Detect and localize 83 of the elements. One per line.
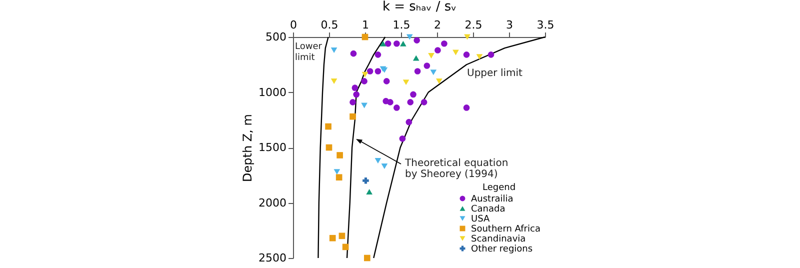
y-tick-label: 1500 xyxy=(258,141,286,154)
point xyxy=(424,62,430,69)
point xyxy=(414,68,421,74)
point xyxy=(463,52,470,58)
point xyxy=(476,54,483,60)
point xyxy=(336,152,343,158)
point xyxy=(350,113,356,120)
point xyxy=(366,188,372,194)
y-tick-label: 2500 xyxy=(258,252,286,264)
x-tick-label: 1 xyxy=(362,18,369,32)
point xyxy=(362,72,368,78)
line-series xyxy=(373,36,546,259)
point xyxy=(381,164,388,170)
point xyxy=(330,78,338,84)
point xyxy=(352,84,358,91)
point xyxy=(374,68,382,74)
annotation: Theoretical equation by Sheorey (1994) xyxy=(404,158,508,180)
x-tick-label: 2.5 xyxy=(464,18,482,32)
y-axis-title: Depth Z, m xyxy=(240,114,255,182)
point xyxy=(406,34,413,40)
x-tick-label: 3 xyxy=(506,18,513,32)
x-tick-label: 1.5 xyxy=(392,18,410,32)
point xyxy=(407,99,414,106)
point xyxy=(452,50,459,56)
point xyxy=(362,34,368,40)
y-tick-label: 500 xyxy=(266,30,286,44)
point xyxy=(387,99,394,106)
point xyxy=(394,40,400,47)
x-tick-label: 2 xyxy=(434,18,441,32)
point xyxy=(402,80,410,86)
point xyxy=(350,50,357,57)
point xyxy=(463,104,470,111)
point xyxy=(334,169,340,175)
x-tick-label: 0 xyxy=(290,18,297,32)
point xyxy=(329,234,336,242)
point xyxy=(364,254,370,262)
point xyxy=(394,104,400,111)
legend-label: Scandinavia xyxy=(471,234,526,244)
point xyxy=(350,99,356,106)
point xyxy=(420,99,428,106)
point xyxy=(436,78,442,84)
y-tick-label: 2000 xyxy=(258,196,286,210)
point xyxy=(330,48,338,53)
point xyxy=(428,53,434,59)
point xyxy=(464,34,470,40)
legend-label: Southern Africa xyxy=(471,224,540,234)
point xyxy=(336,174,342,180)
legend-title: Legend xyxy=(482,183,516,193)
legend-label: Canada xyxy=(471,204,506,214)
point xyxy=(488,52,494,58)
y-tick-label: 1000 xyxy=(258,86,286,99)
point xyxy=(406,118,412,126)
point xyxy=(410,91,416,98)
x-axis-title: k = sₕₐᵥ / sᵥ xyxy=(382,0,457,14)
annotation: Upper limit xyxy=(467,68,523,79)
point xyxy=(380,40,386,46)
point xyxy=(434,47,441,54)
legend-label: USA xyxy=(471,214,490,224)
point xyxy=(430,70,437,76)
point xyxy=(326,144,332,151)
x-tick-label: 0.5 xyxy=(320,18,338,32)
x-tick-label: 3.5 xyxy=(536,18,554,32)
point xyxy=(383,78,390,84)
point xyxy=(361,102,368,108)
point xyxy=(374,52,382,58)
point xyxy=(374,158,382,164)
legend-label: Austrailia xyxy=(471,194,514,204)
point xyxy=(361,78,368,84)
point xyxy=(384,40,392,47)
point xyxy=(412,55,420,61)
point xyxy=(441,40,448,47)
point xyxy=(366,68,374,74)
point xyxy=(399,136,406,142)
legend-label: Other regions xyxy=(471,244,533,254)
line-series xyxy=(346,36,386,259)
point xyxy=(353,91,360,98)
point xyxy=(400,40,406,46)
annotation: Lower limit xyxy=(295,42,322,63)
point xyxy=(362,177,369,184)
point xyxy=(342,244,349,250)
point xyxy=(338,232,346,240)
point xyxy=(325,123,332,130)
point xyxy=(414,37,420,44)
